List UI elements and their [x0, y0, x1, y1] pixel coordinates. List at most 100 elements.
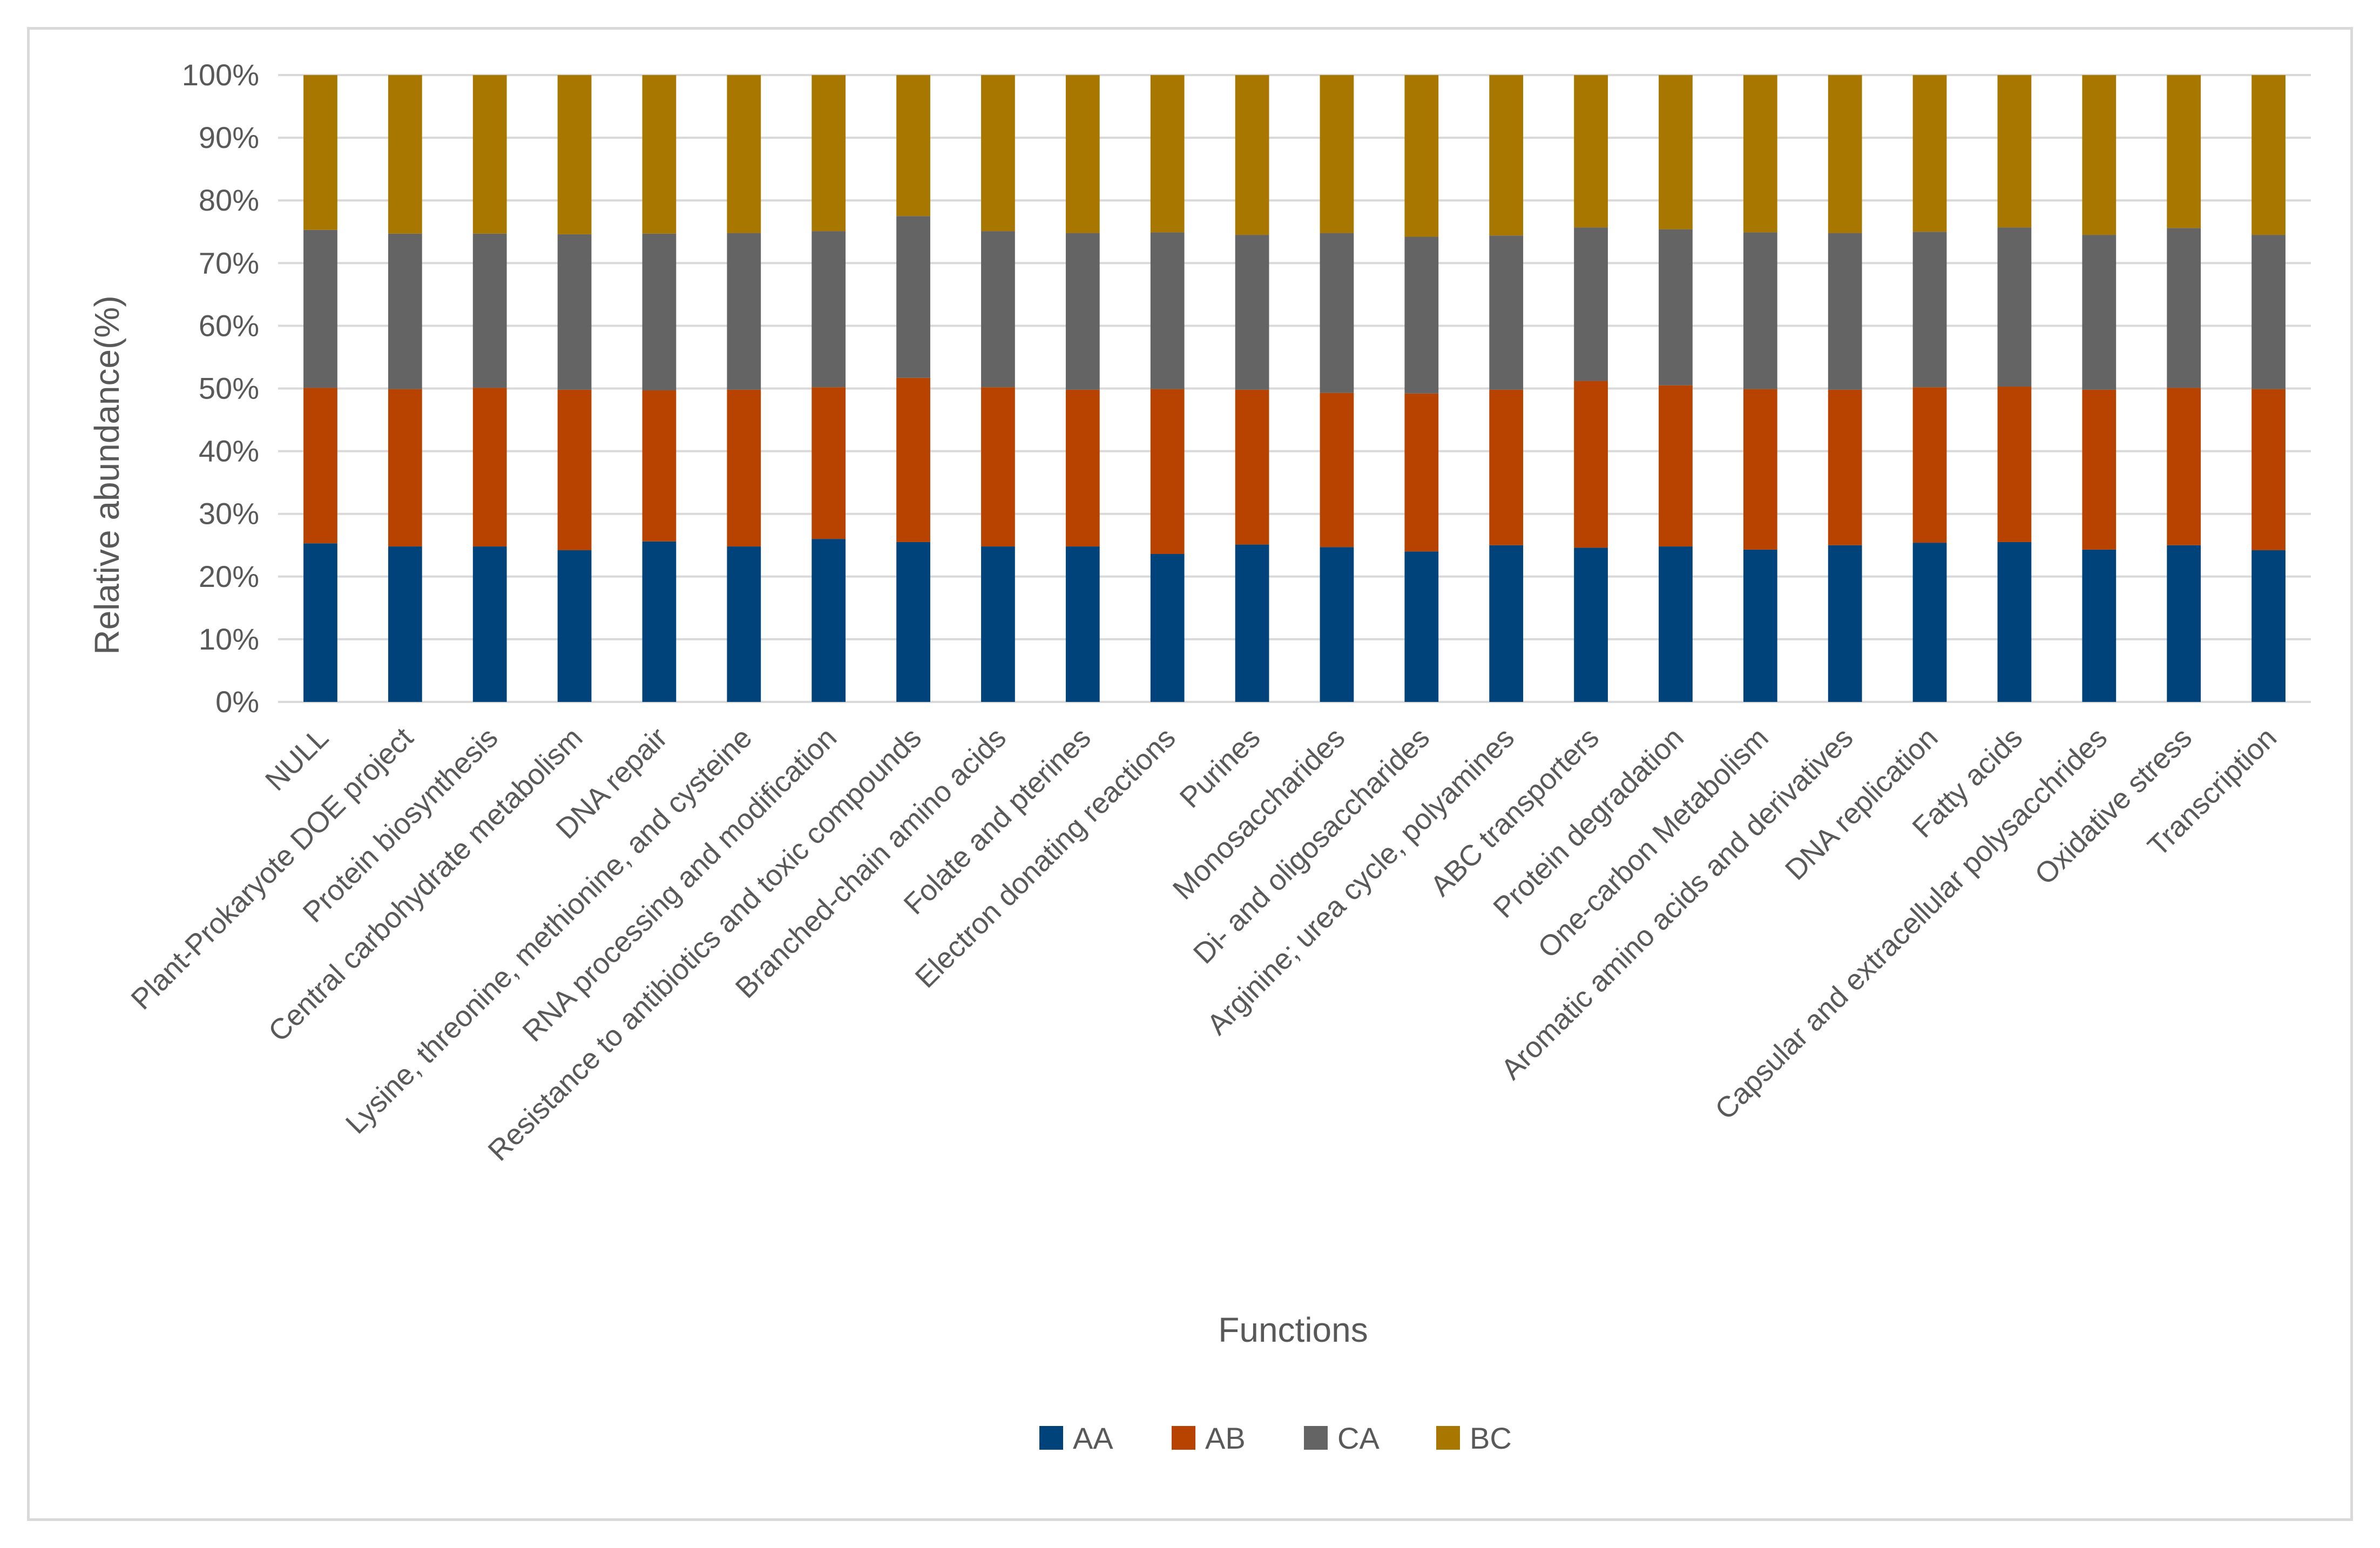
- bar-segment-ab: [1659, 385, 1693, 547]
- bar-segment-bc: [1997, 75, 2032, 228]
- bar-segment-ab: [1489, 389, 1524, 545]
- bar-segment-ca: [1150, 232, 1185, 389]
- bar-segment-ab: [1574, 381, 1608, 548]
- bar-segment-aa: [1404, 551, 1439, 702]
- bar-segment-bc: [1828, 75, 1862, 233]
- bar-segment-aa: [472, 546, 507, 702]
- bar-segment-ab: [1404, 393, 1439, 552]
- bar-segment-ab: [642, 390, 677, 542]
- bar-segment-ca: [727, 233, 761, 390]
- bar-segment-ab: [1743, 389, 1777, 550]
- bar-segment-bc: [2251, 75, 2286, 235]
- legend-swatch-aa: [1039, 1426, 1063, 1450]
- bar-segment-bc: [2167, 75, 2201, 228]
- bar-segment-aa: [1489, 545, 1524, 702]
- bar-segment-aa: [981, 546, 1015, 702]
- bar-segment-ab: [1150, 389, 1185, 555]
- bar-segment-ca: [1828, 233, 1862, 390]
- y-axis-ticks: 0% 10% 20% 30% 40% 50% 60% 70% 80% 90% 100%: [182, 58, 259, 719]
- bar-segment-bc: [1065, 75, 1100, 233]
- legend-label-ab: AB: [1205, 1421, 1246, 1455]
- legend-label-bc: BC: [1470, 1421, 1512, 1455]
- bar-segment-bc: [1574, 75, 1608, 228]
- bar-segment-aa: [2167, 545, 2201, 702]
- bar-segment-aa: [642, 541, 677, 702]
- y-tick-label: 20%: [199, 559, 259, 593]
- bar-segment-ca: [1574, 227, 1608, 381]
- bar-segment-aa: [2082, 549, 2117, 702]
- bar-segment-aa: [896, 542, 930, 702]
- y-tick-label: 70%: [199, 246, 259, 280]
- bar-segment-aa: [1828, 545, 1862, 702]
- x-category-label: Arginine; urea cycle, polyamines: [1201, 721, 1520, 1041]
- y-tick-label: 10%: [199, 622, 259, 656]
- bar-segment-ca: [981, 231, 1015, 388]
- bar-segment-ab: [2082, 389, 2117, 550]
- bar-segment-bc: [1912, 75, 1947, 232]
- y-axis-title: Relative abundance(%): [87, 295, 126, 654]
- x-category-label: DNA replication: [1779, 721, 1944, 887]
- bar-segment-aa: [1574, 547, 1608, 702]
- bar-segment-ca: [1235, 235, 1269, 390]
- bar-segment-ab: [472, 388, 507, 547]
- y-tick-label: 50%: [199, 371, 259, 405]
- legend-swatch-ab: [1172, 1426, 1195, 1450]
- bar-segment-ca: [1743, 232, 1777, 389]
- bar-segment-bc: [472, 75, 507, 234]
- bar-segment-ab: [1912, 387, 1947, 543]
- bar-segment-ca: [812, 231, 846, 388]
- bar-segment-ca: [1659, 229, 1693, 386]
- bar-segment-bc: [557, 75, 592, 234]
- bar-segment-aa: [1659, 546, 1693, 702]
- bar-segment-ab: [1997, 387, 2032, 542]
- x-category-label: Oxidative stress: [2029, 721, 2198, 891]
- bar-segment-bc: [896, 75, 930, 217]
- y-tick-label: 60%: [199, 308, 259, 342]
- bar-segment-ca: [303, 229, 337, 388]
- bar-segment-aa: [1997, 542, 2032, 702]
- gridlines: [278, 74, 2311, 703]
- bar-segment-aa: [557, 550, 592, 702]
- legend-label-aa: AA: [1073, 1421, 1113, 1455]
- bar-segment-aa: [1065, 546, 1100, 702]
- bar-segment-bc: [303, 75, 337, 230]
- bar-segment-bc: [1659, 75, 1693, 229]
- bar-segment-aa: [1320, 547, 1354, 702]
- bar-segment-ab: [981, 387, 1015, 547]
- bar-segment-bc: [1743, 75, 1777, 233]
- bar-segment-aa: [812, 539, 846, 702]
- bar-segment-aa: [303, 543, 337, 702]
- y-tick-label: 30%: [199, 497, 259, 531]
- bar-segment-ca: [2251, 235, 2286, 389]
- x-category-label: Capsular and extracellular polysacchride…: [1709, 721, 2113, 1126]
- y-tick-label: 0%: [215, 685, 259, 719]
- bar-segment-aa: [1235, 544, 1269, 702]
- bar-segment-ab: [557, 389, 592, 551]
- y-tick-label: 90%: [199, 120, 259, 154]
- bar-segment-aa: [727, 546, 761, 702]
- bar-segment-bc: [2082, 75, 2117, 235]
- bar-segment-bc: [981, 75, 1015, 232]
- y-tick-label: 80%: [199, 183, 259, 217]
- bar-segment-bc: [642, 75, 677, 234]
- bar-segment-bc: [1235, 75, 1269, 235]
- bar-segment-bc: [727, 75, 761, 233]
- bar-segment-ca: [2167, 228, 2201, 388]
- bar-segment-bc: [1404, 75, 1439, 237]
- bar-segment-aa: [1912, 543, 1947, 702]
- bar-segment-ab: [2251, 389, 2286, 551]
- bar-segment-bc: [388, 75, 422, 234]
- x-axis-title: Functions: [1218, 1310, 1368, 1349]
- bar-segment-ca: [642, 233, 677, 390]
- legend-swatch-ca: [1304, 1426, 1328, 1450]
- bar-segment-bc: [1489, 75, 1524, 236]
- bar-segment-ca: [1489, 235, 1524, 390]
- bar-segment-aa: [388, 546, 422, 702]
- chart-svg: 0% 10% 20% 30% 40% 50% 60% 70% 80% 90% 100% NULLPl…: [87, 58, 2311, 1455]
- bar-segment-bc: [1320, 75, 1354, 233]
- bar-segment-ca: [1997, 227, 2032, 387]
- x-category-label: RNA processing and modification: [516, 721, 843, 1048]
- bar-segment-aa: [1743, 549, 1777, 702]
- x-category-label: NULL: [259, 721, 335, 797]
